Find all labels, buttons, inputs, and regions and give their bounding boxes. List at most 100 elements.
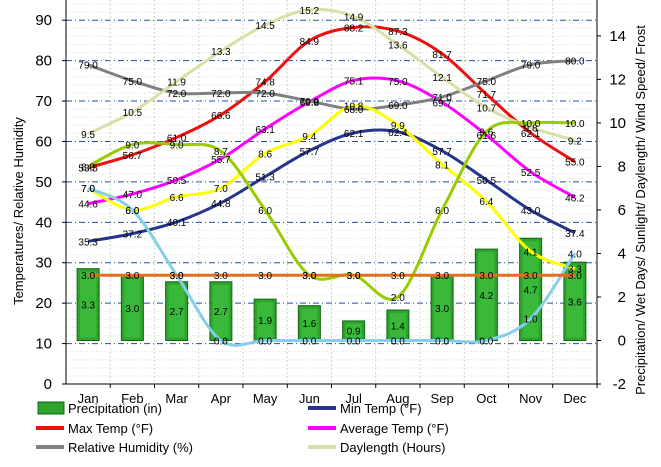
x-tick-label: Dec xyxy=(563,391,587,406)
relative-humidity-point-label: 75.0 xyxy=(123,77,143,88)
y-tick-label-right: 8 xyxy=(618,158,626,175)
data-label-layer: 3.3 3.0 2.7 2.71.9 1.60.9 1.43.04.2 4.73.635.3… xyxy=(78,6,585,348)
series-7-point-label: 6.0 xyxy=(258,206,272,217)
legend-label: Relative Humidity (%) xyxy=(68,440,193,455)
bar-value-label: 3.6 xyxy=(568,297,582,308)
relative-humidity-point-label: 79.0 xyxy=(521,61,541,72)
series-6-point-label: 9.4 xyxy=(302,132,316,143)
max-temp-f-point-label: 66.6 xyxy=(211,111,231,122)
y-axis-title-right: Precipitation/ Wet Days/ Sunlight/ Dayle… xyxy=(633,25,648,395)
series-9-point-label: 3.0 xyxy=(81,271,95,282)
relative-humidity-line xyxy=(87,59,576,111)
series-7-point-label: 8.7 xyxy=(214,147,228,158)
series-7-point-label: 6.0 xyxy=(435,206,449,217)
series-8-point-label: 0.0 xyxy=(479,336,493,347)
max-temp-f-point-label: 71.7 xyxy=(477,90,497,101)
y-tick-label-left: 20 xyxy=(35,295,52,312)
average-temp-f-point-label: 75.0 xyxy=(388,77,408,88)
relative-humidity-point-label: 72.0 xyxy=(211,89,231,100)
average-temp-f-point-label: 63.1 xyxy=(255,125,275,136)
series-9-point-label: 3.0 xyxy=(170,271,184,282)
y-tick-label-left: 40 xyxy=(35,214,52,231)
max-temp-f-point-label: 81.7 xyxy=(432,50,452,61)
min-temp-f-line xyxy=(87,128,576,243)
max-temp-f-point-label: 56.7 xyxy=(123,151,143,162)
y-tick-label-right: 14 xyxy=(609,28,626,45)
series-8-point-label: 0.0 xyxy=(258,336,272,347)
min-temp-f-point-label: 57.7 xyxy=(300,147,320,158)
series-9-point-label: 3.0 xyxy=(391,271,405,282)
axis-layer: 0 10 20 30 40 50 60 70 80 90 -2 0 2 4 6 8 10 12 14 Jan Feb Ma… xyxy=(35,0,626,406)
y-tick-label-right: 12 xyxy=(609,71,626,88)
series-6-point-label: 8.6 xyxy=(258,149,272,160)
series-7-point-label: 10.0 xyxy=(565,119,585,130)
max-temp-f-point-label: 53.5 xyxy=(78,164,98,175)
series-9-point-label: 3.0 xyxy=(258,271,272,282)
y-tick-label-left: 80 xyxy=(35,53,52,70)
series-6-point-label: 10.8 xyxy=(344,102,364,113)
series-8-point-label: 7.0 xyxy=(81,184,95,195)
daylength-hours-point-label: 14.5 xyxy=(255,21,275,32)
legend-item-precipitation-in: Precipitation (in) xyxy=(37,401,162,416)
series-9-point-label: 3.0 xyxy=(125,271,139,282)
average-temp-f-point-label: 69.8 xyxy=(300,98,320,109)
bar-value-label: 3.0 xyxy=(125,304,139,315)
min-temp-f-point-label: 37.2 xyxy=(123,230,143,241)
series-7-point-label: 3.0 xyxy=(302,271,316,282)
max-temp-f-point-label: 88.2 xyxy=(344,23,364,34)
precipitation-bar xyxy=(253,298,277,341)
legend: Precipitation (in) Min Temp (°F) Max Temp … xyxy=(36,401,449,455)
daylength-hours-line xyxy=(87,7,576,142)
bar-value-label: 1.4 xyxy=(391,321,405,332)
x-tick-label: Aug xyxy=(386,391,409,406)
precipitation-bar xyxy=(386,309,410,341)
precipitation-bar xyxy=(474,248,498,341)
relative-humidity-point-label: 79.0 xyxy=(78,61,98,72)
y-tick-label-left: 70 xyxy=(35,93,52,110)
x-tick-label: Jul xyxy=(345,391,362,406)
min-temp-f-point-label: 44.8 xyxy=(211,199,231,210)
min-temp-f-point-label: 62.1 xyxy=(344,129,364,140)
x-tick-label: Oct xyxy=(476,391,497,406)
series-6-point-label: 4.1 xyxy=(524,247,538,258)
precipitation-bar xyxy=(76,268,100,341)
average-temp-f-point-label: 46.2 xyxy=(565,193,585,204)
precipitation-bar xyxy=(342,320,366,341)
min-temp-f-point-label: 40.1 xyxy=(167,218,187,229)
series-6-point-label: 3.3 xyxy=(568,265,582,276)
series-6-point-label: 7.0 xyxy=(81,184,95,195)
series-7-point-label: 10.0 xyxy=(521,119,541,130)
y-tick-label-right: 6 xyxy=(618,202,626,219)
min-temp-f-point-label: 35.3 xyxy=(78,237,98,248)
daylength-hours-point-label: 9.5 xyxy=(81,130,95,141)
daylength-hours-point-label: 13.3 xyxy=(211,47,231,58)
series-8-point-label: 4.0 xyxy=(568,249,582,260)
legend-label: Precipitation (in) xyxy=(68,401,162,416)
relative-humidity-point-label: 72.0 xyxy=(167,89,187,100)
relative-humidity-point-label: 69.0 xyxy=(388,101,408,112)
min-temp-f-point-label: 37.4 xyxy=(565,229,585,240)
average-temp-f-point-label: 55.7 xyxy=(211,155,231,166)
x-tick-label: Nov xyxy=(519,391,543,406)
daylength-hours-point-label: 10.5 xyxy=(123,108,143,119)
max-temp-f-point-label: 61.0 xyxy=(167,133,187,144)
y-axis-title-left: Temperatures/ Relative Humidity xyxy=(11,117,26,305)
legend-label: Daylength (Hours) xyxy=(340,440,446,455)
relative-humidity-point-label: 68.0 xyxy=(344,105,364,116)
series-6-point-label: 9.9 xyxy=(391,121,405,132)
average-temp-f-line xyxy=(87,76,576,206)
series-7-point-label: 2.0 xyxy=(391,293,405,304)
legend-item-average-temp-f: Average Temp (°F) xyxy=(308,421,449,436)
average-temp-f-point-label: 47.0 xyxy=(123,190,143,201)
daylength-hours-point-label: 13.6 xyxy=(388,41,408,52)
max-temp-f-point-label: 74.8 xyxy=(255,78,275,89)
y-tick-label-right: 10 xyxy=(609,115,626,132)
precipitation-bar xyxy=(120,274,144,341)
series-9-point-label: 3.0 xyxy=(479,271,493,282)
legend-item-max-temp-f: Max Temp (°F) xyxy=(36,421,153,436)
precipitation-bar xyxy=(165,281,189,341)
series-9-point-label: 3.0 xyxy=(347,271,361,282)
legend-item-daylength-hours: Daylength (Hours) xyxy=(308,440,446,455)
daylength-hours-point-label: 14.9 xyxy=(344,12,364,23)
y-tick-label-left: 0 xyxy=(44,376,52,393)
